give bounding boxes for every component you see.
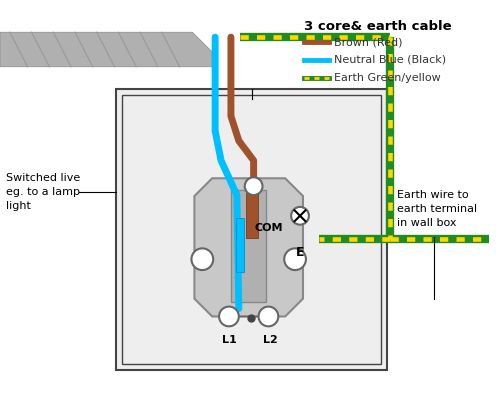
Text: E: E [296, 246, 304, 259]
Circle shape [291, 207, 309, 225]
Text: Brown (Red): Brown (Red) [334, 37, 402, 47]
Text: in wall box: in wall box [397, 218, 456, 228]
Bar [117, 90, 387, 370]
Text: Earth wire to: Earth wire to [397, 190, 468, 200]
Bar [231, 190, 266, 302]
Circle shape [191, 248, 213, 270]
Text: eg. to a lamp: eg. to a lamp [6, 187, 80, 197]
Circle shape [258, 306, 278, 326]
Text: L1: L1 [222, 335, 236, 345]
Text: light: light [6, 201, 31, 211]
Text: Neutral Blue (Black): Neutral Blue (Black) [334, 55, 446, 65]
Text: COM: COM [254, 223, 283, 233]
Bar [236, 218, 244, 272]
Text: L2: L2 [263, 335, 278, 345]
Circle shape [245, 177, 262, 195]
Circle shape [219, 306, 239, 326]
Circle shape [284, 248, 306, 270]
Text: Switched live: Switched live [6, 173, 80, 183]
Text: earth terminal: earth terminal [397, 204, 477, 214]
Polygon shape [194, 178, 303, 316]
Text: 3 core& earth cable: 3 core& earth cable [304, 20, 451, 33]
Polygon shape [0, 32, 212, 67]
Bar [123, 95, 381, 364]
Bar [246, 193, 257, 238]
Text: Earth Green/yellow: Earth Green/yellow [334, 73, 440, 83]
